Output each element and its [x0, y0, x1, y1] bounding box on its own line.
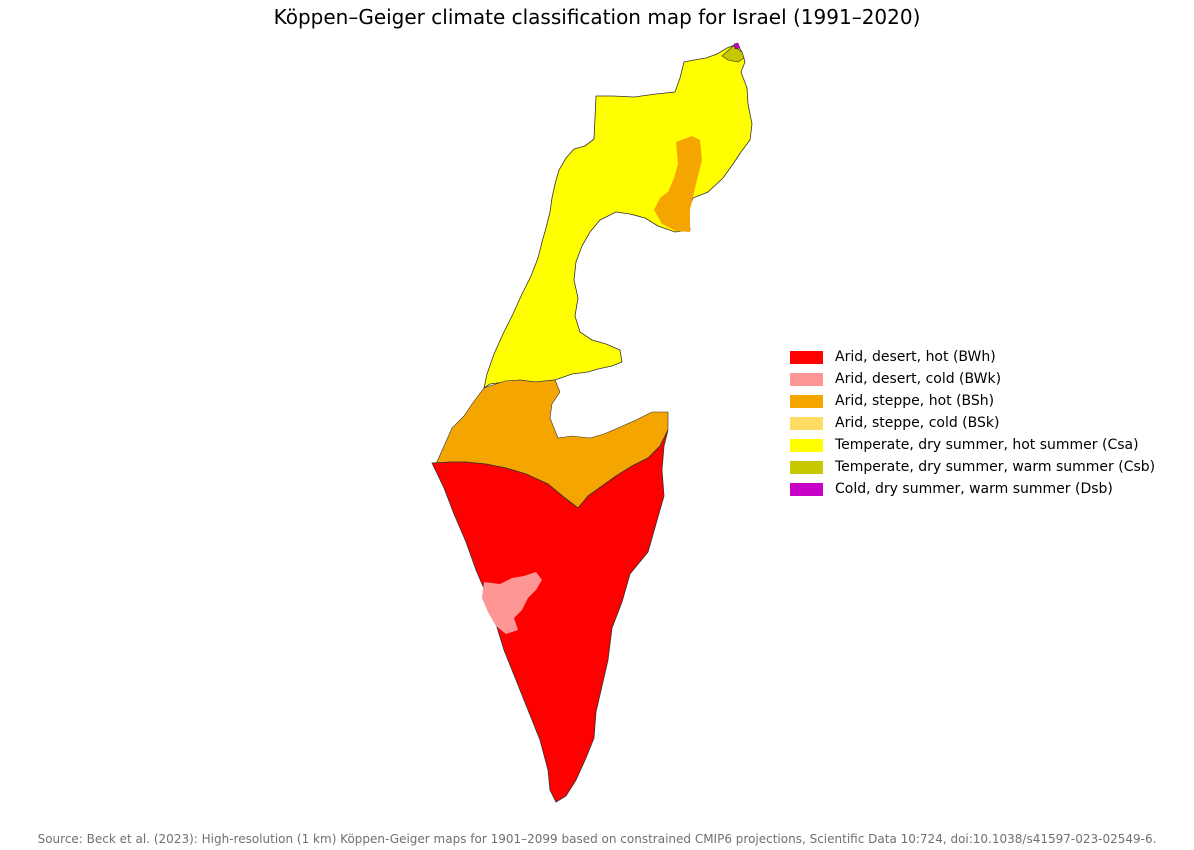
legend-swatch: [790, 482, 823, 496]
legend-item-csa: Temperate, dry summer, hot summer (Csa): [790, 434, 1155, 456]
legend-item-bsh: Arid, steppe, hot (BSh): [790, 390, 1155, 412]
region-bwh: [431, 429, 669, 803]
legend-item-bwh: Arid, desert, hot (BWh): [790, 346, 1155, 368]
legend-label: Arid, desert, cold (BWk): [835, 371, 1002, 387]
region-csa: [483, 43, 753, 389]
map-title: Köppen–Geiger climate classification map…: [273, 5, 921, 29]
legend: Arid, desert, hot (BWh) Arid, desert, co…: [790, 346, 1155, 500]
legend-swatch: [790, 394, 823, 408]
legend-label: Arid, desert, hot (BWh): [835, 349, 996, 365]
legend-label: Cold, dry summer, warm summer (Dsb): [835, 481, 1113, 497]
legend-label: Temperate, dry summer, hot summer (Csa): [835, 437, 1139, 453]
legend-item-bwk: Arid, desert, cold (BWk): [790, 368, 1155, 390]
legend-item-dsb: Cold, dry summer, warm summer (Dsb): [790, 478, 1155, 500]
legend-item-bsk: Arid, steppe, cold (BSk): [790, 412, 1155, 434]
legend-swatch: [790, 372, 823, 386]
legend-swatch: [790, 438, 823, 452]
legend-swatch: [790, 350, 823, 364]
source-caption: Source: Beck et al. (2023): High-resolut…: [37, 832, 1157, 846]
legend-label: Temperate, dry summer, warm summer (Csb): [835, 459, 1156, 475]
legend-label: Arid, steppe, hot (BSh): [835, 393, 995, 409]
legend-item-csb: Temperate, dry summer, warm summer (Csb): [790, 456, 1155, 478]
region-dsb: [733, 42, 741, 50]
region-bwk: [482, 572, 542, 634]
region-csb: [721, 45, 745, 63]
legend-label: Arid, steppe, cold (BSk): [835, 415, 1000, 431]
legend-swatch: [790, 416, 823, 430]
legend-swatch: [790, 460, 823, 474]
region-bsh-north: [654, 136, 702, 232]
